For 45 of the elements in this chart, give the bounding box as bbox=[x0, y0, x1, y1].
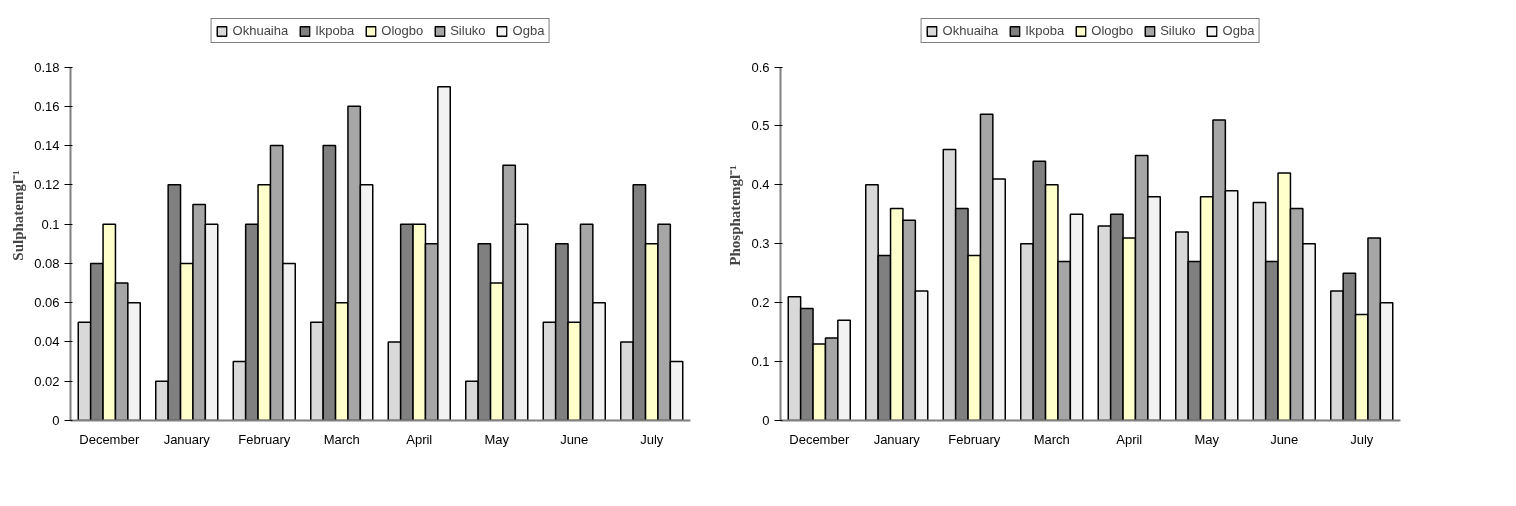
legend-label: Ikpoba bbox=[1025, 23, 1065, 38]
x-tick-label: February bbox=[238, 431, 291, 447]
y-tick-label: 0.1 bbox=[751, 354, 770, 370]
legend-label: Siluko bbox=[1160, 23, 1196, 38]
x-tick-label: July bbox=[640, 431, 664, 447]
x-tick-label: May bbox=[1194, 431, 1220, 447]
x-tick-label: March bbox=[1033, 431, 1070, 447]
y-tick-label: 0.18 bbox=[34, 59, 60, 75]
legend-label: Ologbo bbox=[1091, 23, 1134, 38]
x-tick-label: February bbox=[948, 431, 1001, 447]
x-tick-label: December bbox=[79, 431, 140, 447]
x-tick-label: April bbox=[1116, 431, 1143, 447]
y-tick-label: 0.06 bbox=[34, 295, 60, 311]
x-tick-label: July bbox=[1350, 431, 1374, 447]
y-axis-title: Phosphatemgl⁻¹ bbox=[727, 165, 744, 266]
x-tick-label: June bbox=[560, 431, 589, 447]
x-tick-label: December bbox=[789, 431, 850, 447]
x-tick-label: May bbox=[484, 431, 510, 447]
y-tick-label: 0.08 bbox=[34, 255, 60, 271]
legend-label: Ogba bbox=[1222, 23, 1255, 38]
y-tick-label: 0.04 bbox=[34, 334, 60, 350]
y-tick-label: 0.5 bbox=[751, 118, 770, 134]
y-tick-label: 0.14 bbox=[34, 138, 60, 154]
y-tick-label: 0.2 bbox=[751, 295, 770, 311]
y-tick-label: 0.1 bbox=[41, 216, 60, 232]
legend-label: Ologbo bbox=[381, 23, 424, 38]
y-tick-label: 0.4 bbox=[751, 177, 770, 193]
y-tick-label: 0 bbox=[762, 413, 770, 428]
legend-label: Okhuaiha bbox=[942, 23, 999, 38]
y-tick-label: 0 bbox=[52, 413, 60, 428]
legend-label: Ikpoba bbox=[315, 23, 355, 38]
y-tick-label: 0.16 bbox=[34, 98, 60, 114]
y-tick-label: 0.3 bbox=[751, 236, 770, 252]
y-tick-label: 0.02 bbox=[34, 373, 60, 389]
legend-label: Ogba bbox=[512, 23, 545, 38]
x-tick-label: January bbox=[163, 431, 211, 447]
y-tick-label: 0.12 bbox=[34, 177, 60, 193]
x-tick-label: June bbox=[1270, 431, 1299, 447]
legend-label: Siluko bbox=[450, 23, 486, 38]
y-tick-label: 0.6 bbox=[751, 59, 770, 75]
legend-label: Okhuaiha bbox=[232, 23, 289, 38]
x-tick-label: March bbox=[323, 431, 360, 447]
x-tick-label: April bbox=[406, 431, 433, 447]
x-tick-label: January bbox=[873, 431, 921, 447]
y-axis-title: Sulphatemgl⁻¹ bbox=[10, 170, 27, 261]
